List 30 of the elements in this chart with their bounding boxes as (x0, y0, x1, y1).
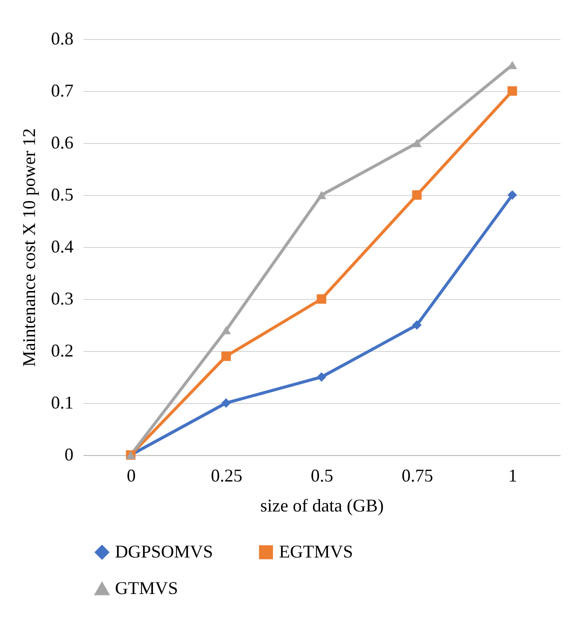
y-tick-label: 0.7 (51, 80, 74, 100)
x-tick-label: 1 (508, 466, 518, 486)
x-tick-label: 0 (126, 466, 136, 486)
x-tick-label: 0.25 (210, 466, 242, 486)
y-tick-label: 0.4 (51, 236, 74, 256)
point (412, 320, 422, 330)
point (316, 372, 326, 382)
y-tick-label: 0.6 (51, 132, 74, 152)
point (316, 190, 326, 200)
y-tick-label: 0 (64, 444, 74, 464)
y-axis-title: Maintenance cost X 10 power 12 (19, 128, 39, 367)
point (508, 86, 518, 96)
point (221, 326, 231, 334)
legend-label: DGPSOMVS (115, 541, 214, 562)
x-tick-label: 0.75 (402, 466, 434, 486)
point (221, 351, 231, 361)
point (412, 190, 422, 200)
x-axis-title: size of data (GB) (260, 496, 384, 516)
x-tick-label: 0.5 (310, 466, 334, 486)
legend-label: EGTMVS (279, 541, 354, 562)
point (508, 190, 518, 200)
point (316, 294, 326, 304)
y-tick-label: 0.2 (51, 340, 74, 360)
y-tick-label: 0.3 (51, 288, 74, 308)
y-tick-label: 0.1 (51, 392, 74, 412)
point (412, 138, 422, 148)
legend-label: GTMVS (115, 578, 178, 598)
y-tick-label: 0.5 (51, 184, 74, 204)
y-tick-label: 0.8 (51, 28, 74, 48)
point (221, 398, 231, 408)
